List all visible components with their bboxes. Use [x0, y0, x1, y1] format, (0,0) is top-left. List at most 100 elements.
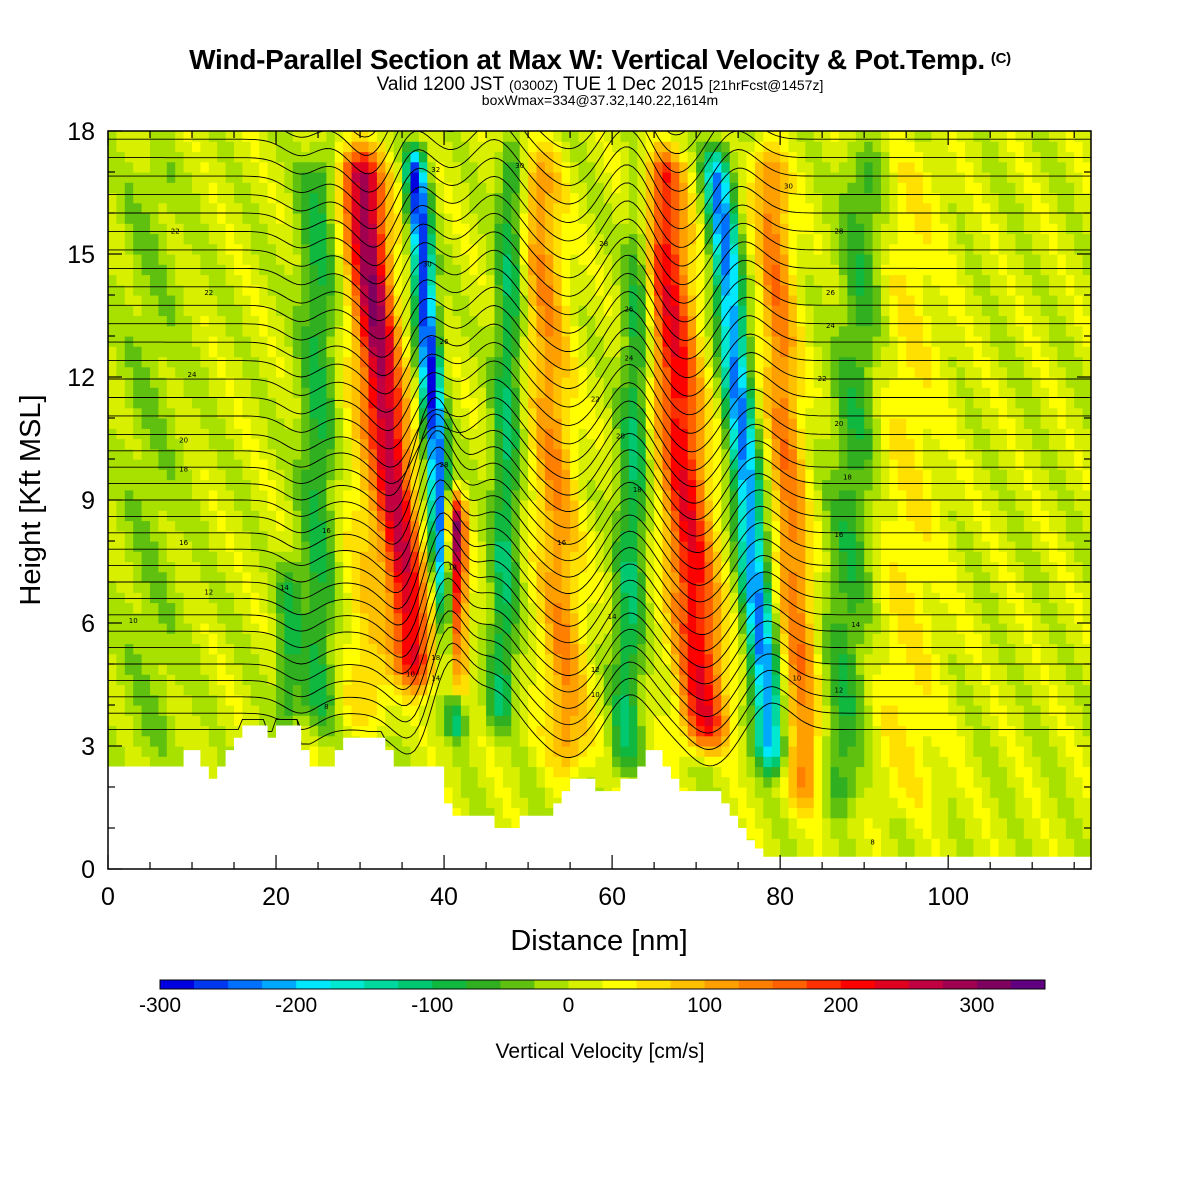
- contour-label: 22: [591, 396, 600, 404]
- theta-contour: [108, 378, 1091, 453]
- x-tick-label: 40: [430, 883, 458, 911]
- colorbar-swatch: [602, 980, 637, 989]
- y-tick-label: 18: [67, 118, 95, 146]
- colorbar-swatch: [194, 980, 229, 989]
- theta-contour: [108, 286, 1091, 360]
- colorbar-swatch: [330, 980, 365, 989]
- colorbar-swatch: [704, 980, 740, 989]
- colorbar-swatch: [670, 980, 706, 989]
- theta-contour: [108, 642, 1091, 750]
- y-tick-label: 9: [81, 487, 95, 515]
- colorbar-swatch: [976, 980, 1012, 989]
- theta-contour: [108, 561, 1091, 668]
- theta-contour: [108, 396, 1091, 504]
- theta-contour: [108, 131, 1091, 193]
- contour-label: 14: [608, 613, 617, 621]
- contour-label: 22: [171, 228, 180, 236]
- colorbar-swatch: [466, 980, 501, 989]
- contour-label: 24: [624, 355, 633, 363]
- theta-contour: [108, 249, 1091, 323]
- colorbar-swatch: [636, 980, 671, 989]
- y-tick-label: 0: [81, 856, 95, 884]
- contour-label: 14: [851, 621, 860, 629]
- colorbar-swatch: [534, 980, 569, 989]
- theta-contour: [108, 268, 1091, 341]
- contour-label: 26: [624, 305, 633, 313]
- theta-contour: [108, 479, 1091, 586]
- colorbar-tick-label: -100: [411, 994, 453, 1017]
- colorbar-tick-label: 0: [563, 994, 575, 1017]
- contour-label: 10: [792, 674, 801, 682]
- contour-label: 8: [324, 703, 328, 711]
- colorbar-swatch: [874, 980, 910, 989]
- contour-label: 30: [784, 182, 793, 190]
- contour-label: 12: [204, 588, 213, 596]
- contour-label: 10: [406, 670, 415, 678]
- x-tick-label: 20: [262, 883, 290, 911]
- contour-labels: 22 22 24 20 18 16 12 10 16 14 8 32 30 26 28 18 18 10 14 30 2…: [129, 162, 875, 847]
- axis-ticks: 0 20 40 60 80 100 0 3 6 9 12 15 18: [67, 118, 1091, 911]
- y-tick-label: 15: [67, 241, 95, 269]
- colorbar-swatch: [296, 980, 331, 989]
- colorbar-swatch: [364, 980, 399, 989]
- colorbar-swatch: [908, 980, 944, 989]
- colorbar-tick-label: 300: [959, 994, 994, 1017]
- colorbar-tick-label: -200: [275, 994, 317, 1017]
- x-tick-label: 0: [101, 883, 115, 911]
- theta-contour: [108, 430, 1091, 537]
- contour-label: 24: [188, 371, 197, 379]
- theta-contour: [108, 47, 1091, 119]
- valid-time-line: Valid 1200 JST (0300Z) TUE 1 Dec 2015 [2…: [376, 74, 824, 95]
- contour-label: 10: [591, 691, 600, 699]
- theta-contour: [108, 446, 1091, 553]
- contour-label: 20: [834, 420, 843, 428]
- theta-contour: [108, 577, 1091, 685]
- y-tick-label: 3: [81, 733, 95, 761]
- theta-contour: [108, 175, 1091, 248]
- contour-label: 26: [826, 289, 835, 297]
- colorbar-swatch: [942, 980, 978, 989]
- contour-label: 14: [280, 584, 289, 592]
- theta-contour: [108, 397, 1091, 471]
- colorbar-swatch: [500, 980, 535, 989]
- colorbar-swatch: [806, 980, 842, 989]
- theta-contour: [108, 231, 1091, 304]
- contour-label: 10: [129, 617, 138, 625]
- contour-label: 18: [448, 564, 457, 572]
- contour-label: 20: [616, 433, 625, 441]
- theta-contour: [108, 10, 1091, 82]
- x-tick-label: 100: [927, 883, 969, 911]
- theta-contour: [108, 545, 1091, 652]
- x-tick-label: 80: [766, 883, 794, 911]
- colorbar-swatch: [738, 980, 774, 989]
- contour-label: 28: [599, 240, 608, 248]
- y-axis-title: Height [Kft MSL]: [15, 394, 47, 605]
- contour-label: 28: [440, 461, 449, 469]
- colorbar: -300 -200 -100 0 100 200 300: [139, 979, 1046, 1017]
- colorbar-swatch: [772, 980, 808, 989]
- contour-label: 30: [423, 260, 432, 268]
- potential-temperature-contours: [108, 10, 1091, 767]
- contour-label: 16: [322, 527, 331, 535]
- colorbar-swatch: [1011, 980, 1046, 989]
- theta-contour: [108, 626, 1091, 734]
- theta-contour: [108, 610, 1091, 718]
- theta-contour: [108, 323, 1091, 397]
- theta-contour: [108, 139, 1091, 211]
- colorbar-tick-label: 200: [823, 994, 858, 1017]
- contour-label: 18: [431, 654, 440, 662]
- theta-contour: [108, 496, 1091, 603]
- contour-label: 18: [633, 486, 642, 494]
- contour-label: 12: [591, 666, 600, 674]
- theta-contour: [108, 157, 1091, 230]
- contour-label: 18: [843, 474, 852, 482]
- terrain-mask: [108, 725, 1091, 869]
- chart-title: Wind-Parallel Section at Max W: Vertical…: [189, 44, 1011, 75]
- colorbar-tick-label: 100: [687, 994, 722, 1017]
- theta-contour: [108, 360, 1091, 434]
- contour-label: 16: [834, 531, 843, 539]
- box-wmax-line: boxWmax=334@37.32,140.22,1614m: [481, 92, 719, 108]
- theta-contour: [108, 413, 1091, 488]
- theta-contour: [108, 131, 1091, 175]
